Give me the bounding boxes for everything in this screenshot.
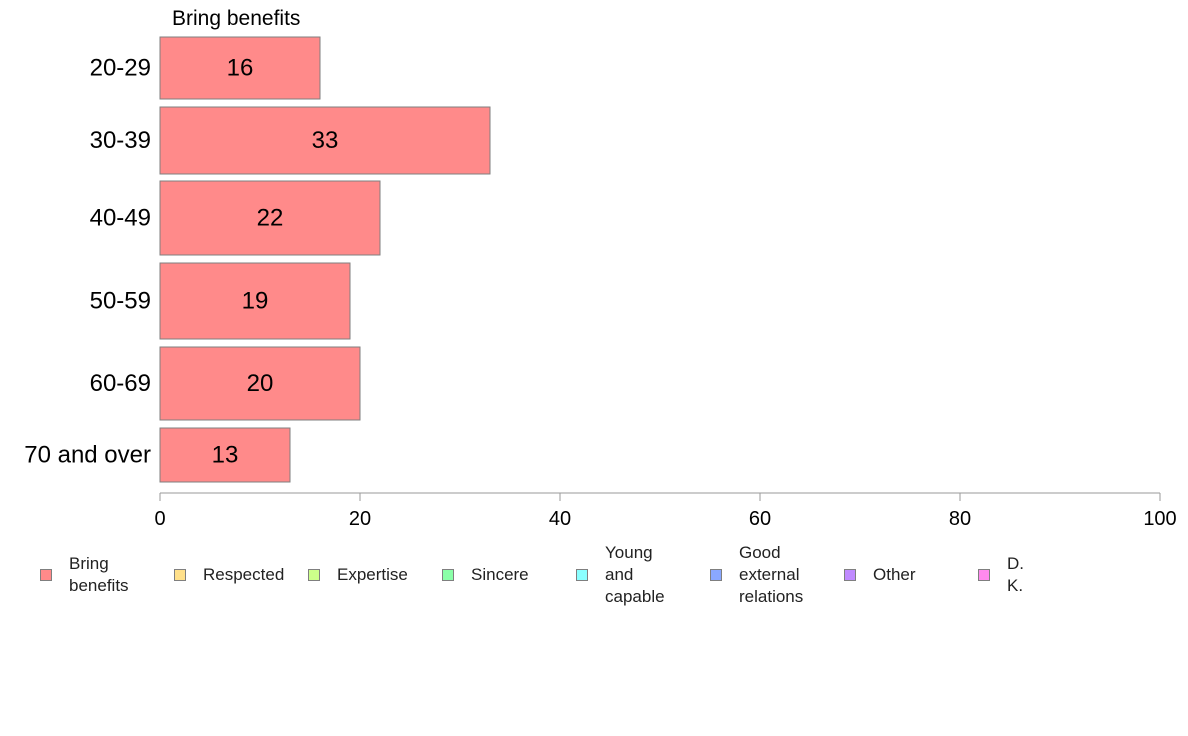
bar-70-and-over (159, 427, 291, 483)
data-label: 22 (257, 205, 284, 232)
legend-item: D. K. (978, 540, 1024, 610)
category-label: 70 and over (24, 442, 151, 469)
legend-label: Young and capable (605, 543, 665, 606)
category-labels: 20-29 30-39 40-49 50-59 60-69 70 and over (24, 55, 151, 469)
x-tick-label: 80 (949, 508, 971, 530)
bar-chart: Bring benefits 16 33 22 19 20 13 20-29 30-39 40… (24, 7, 1177, 530)
bar-30-39 (159, 106, 491, 175)
category-label: 60-69 (90, 370, 151, 397)
bar-60-69 (159, 346, 361, 421)
legend-swatch (978, 569, 990, 581)
x-tick-label: 60 (749, 508, 771, 530)
category-label: 20-29 (90, 55, 151, 82)
legend-item: Expertise (308, 540, 408, 610)
legend-swatch (308, 569, 320, 581)
legend-swatch (844, 569, 856, 581)
x-tick-label: 20 (349, 508, 371, 530)
data-label: 20 (247, 370, 274, 397)
data-label: 16 (227, 55, 254, 82)
legend-label: Other (873, 565, 916, 584)
legend-label: Bring benefits (69, 554, 129, 595)
x-tick-label: 0 (154, 508, 165, 530)
legend-swatch (174, 569, 186, 581)
legend-item: Sincere (442, 540, 529, 610)
legend-swatch (576, 569, 588, 581)
data-label: 33 (312, 127, 339, 154)
x-tick-label: 40 (549, 508, 571, 530)
x-tick-label: 100 (1143, 508, 1176, 530)
legend-item: Other (844, 540, 916, 610)
bar-50-59 (159, 262, 351, 340)
bars-group: 16 33 22 19 20 13 (159, 36, 491, 483)
series-title: Bring benefits (172, 7, 300, 30)
legend-item: Young and capable (576, 540, 665, 610)
legend-item: Good external relations (710, 540, 803, 610)
bar-40-49 (159, 180, 381, 256)
category-label: 30-39 (90, 127, 151, 154)
legend-label: Sincere (471, 565, 529, 584)
bar-20-29 (159, 36, 321, 100)
legend-item: Bring benefits (40, 540, 129, 610)
legend-swatch (710, 569, 722, 581)
legend-item: Respected (174, 540, 284, 610)
data-label: 13 (212, 442, 239, 469)
legend-swatch (40, 569, 52, 581)
legend-label: D. K. (1007, 554, 1024, 595)
category-label: 50-59 (90, 288, 151, 315)
data-label: 19 (242, 288, 269, 315)
x-axis-ticks: 0 20 40 60 80 100 (154, 493, 1177, 530)
legend-swatch (442, 569, 454, 581)
category-label: 40-49 (90, 205, 151, 232)
legend-label: Respected (203, 565, 285, 584)
legend-label: Expertise (337, 565, 408, 584)
legend-label: Good external relations (739, 543, 804, 606)
